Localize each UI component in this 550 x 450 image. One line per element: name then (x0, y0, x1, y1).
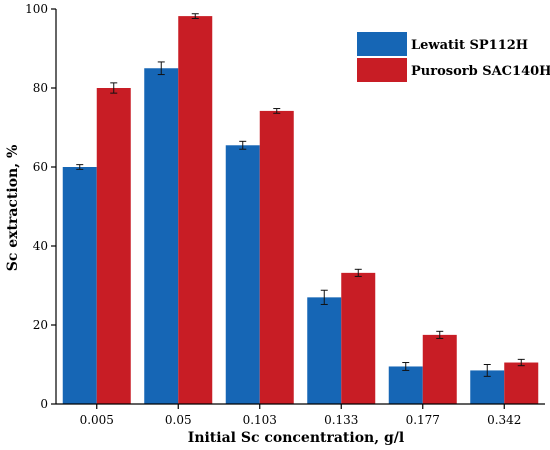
bar-lewatit-0.103 (225, 145, 260, 404)
y-ticks: 0 20 40 60 80 100 (25, 2, 56, 411)
legend-label-purosorb: Purosorb SAC140H (411, 64, 550, 79)
x-axis-title: Initial Sc concentration, g/l (188, 430, 404, 446)
y-tick-label: 20 (33, 318, 48, 332)
y-tick-label: 40 (33, 239, 48, 253)
error-bars-layer (76, 13, 525, 377)
legend: Lewatit SP112H Purosorb SAC140H (357, 32, 550, 82)
y-tick-label: 80 (33, 81, 48, 95)
x-tick-label: 0.005 (80, 413, 114, 427)
bar-purosorb-0.005 (96, 88, 131, 404)
bar-lewatit-0.05 (144, 68, 179, 404)
y-tick-label: 100 (25, 2, 48, 16)
bar-lewatit-0.005 (62, 167, 97, 404)
y-axis-title: Sc extraction, % (5, 145, 21, 272)
bar-lewatit-0.177 (388, 366, 423, 404)
bar-purosorb-0.177 (422, 334, 457, 404)
x-ticks: 0.005 0.05 0.103 0.133 0.177 0.342 (80, 404, 521, 427)
bar-purosorb-0.133 (341, 272, 376, 404)
legend-label-lewatit: Lewatit SP112H (411, 38, 528, 53)
y-tick-label: 0 (40, 397, 48, 411)
axes (55, 9, 545, 405)
x-tick-label: 0.342 (487, 413, 521, 427)
legend-swatch-lewatit (357, 32, 407, 56)
legend-swatch-purosorb (357, 58, 407, 82)
y-tick-label: 60 (33, 160, 48, 174)
bar-purosorb-0.103 (259, 110, 294, 404)
x-tick-label: 0.177 (406, 413, 440, 427)
bar-purosorb-0.342 (504, 362, 539, 404)
bars-layer (62, 16, 539, 405)
x-tick-label: 0.05 (165, 413, 192, 427)
bar-purosorb-0.05 (178, 16, 213, 405)
x-tick-label: 0.103 (243, 413, 277, 427)
x-tick-label: 0.133 (324, 413, 358, 427)
bar-lewatit-0.133 (307, 297, 342, 404)
